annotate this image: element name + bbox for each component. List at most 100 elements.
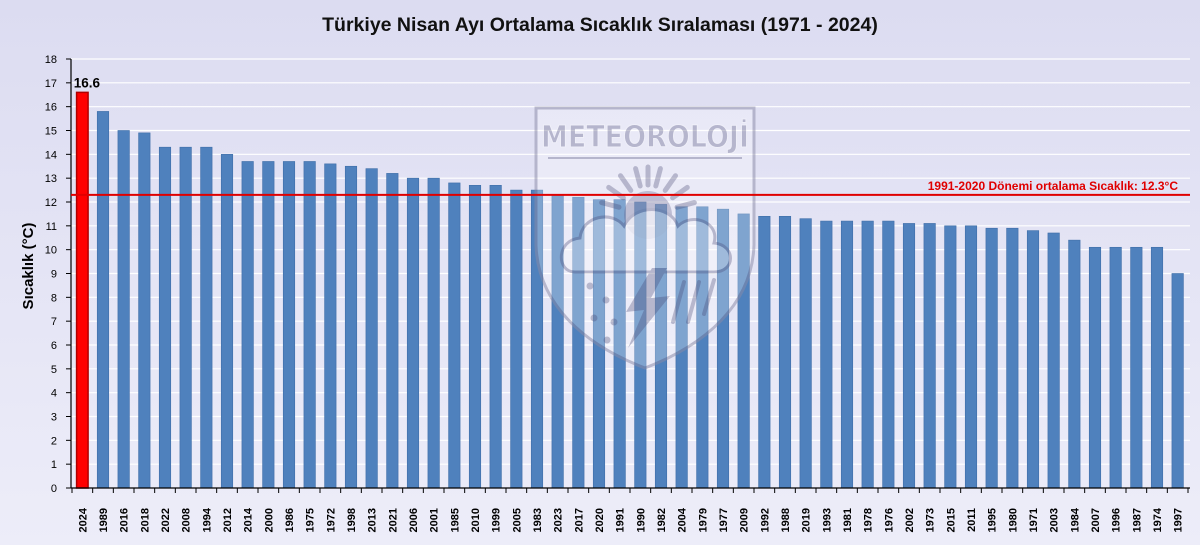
bar-1973 (923, 223, 936, 489)
x-tick-label: 1994 (201, 507, 213, 532)
chart-title: Türkiye Nisan Ayı Ortalama Sıcaklık Sıra… (322, 14, 878, 36)
x-tick-label: 2017 (573, 508, 585, 532)
bar-2024 (75, 91, 89, 489)
bar-2003 (1047, 232, 1060, 489)
x-tick-label: 1981 (842, 508, 854, 532)
x-tick-label: 1977 (718, 508, 730, 532)
x-tick-label: 1998 (346, 508, 358, 532)
x-tick-label: 2008 (181, 508, 193, 532)
x-tick-label: 1972 (325, 508, 337, 532)
bar-2000 (262, 161, 275, 489)
x-tick-label: 2024 (77, 507, 89, 532)
hail-icon (586, 282, 618, 344)
x-tick-label: 2016 (119, 508, 131, 532)
x-tick-label: 1999 (491, 508, 503, 532)
x-tick-label: 2022 (160, 508, 172, 532)
y-tick-label: 8 (51, 292, 57, 304)
bar-2001 (427, 177, 440, 489)
y-tick-label: 4 (51, 388, 57, 400)
x-tick-label: 2014 (243, 507, 255, 532)
bar-2013 (365, 168, 378, 489)
x-tick-label: 1976 (883, 508, 895, 532)
bar-1998 (344, 165, 358, 489)
x-tick-label: 1988 (780, 508, 792, 532)
x-tick-label: 2015 (945, 508, 957, 532)
logo-text: METEOROLOJİ (541, 119, 749, 155)
bar-1972 (324, 163, 337, 489)
x-tick-label: 2012 (222, 508, 234, 532)
bar-1985 (448, 182, 461, 489)
x-tick-label: 2021 (387, 508, 399, 532)
x-tick-label: 2001 (429, 508, 441, 532)
x-tick-label: 1991 (615, 508, 627, 532)
bar-1971 (1026, 230, 1040, 489)
bar-1987 (1130, 246, 1143, 489)
y-tick-label: 1 (51, 459, 57, 471)
y-tick-label: 14 (45, 149, 57, 161)
x-tick-label: 1997 (1173, 508, 1185, 532)
bar-2006 (406, 177, 420, 489)
bar-2011 (964, 225, 978, 489)
x-tick-label: 1993 (821, 508, 833, 532)
bar-1978 (861, 220, 874, 489)
highlight-data-label: 16.6 (74, 75, 101, 90)
x-tick-label: 2002 (904, 508, 916, 532)
bar-1993 (820, 220, 833, 489)
x-tick-label: 2013 (367, 508, 379, 532)
y-tick-label: 16 (45, 102, 57, 114)
lightning-icon (626, 268, 670, 348)
cloud-icon (559, 208, 732, 274)
bar-1995 (985, 227, 998, 489)
bar-2015 (944, 225, 957, 489)
y-tick-label: 3 (51, 412, 57, 424)
y-tick-label: 5 (51, 364, 57, 376)
bar-1992 (758, 216, 771, 489)
x-tick-label: 1995 (987, 508, 999, 532)
x-tick-label: 2019 (801, 508, 813, 532)
x-tick-label: 1973 (925, 508, 937, 532)
x-tick-label: 1978 (863, 508, 875, 532)
bar-2014 (241, 161, 254, 489)
y-tick-label: 2 (51, 435, 57, 447)
rain-icon (671, 278, 716, 324)
y-tick-label: 11 (46, 221, 57, 233)
bar-2018 (138, 132, 151, 489)
x-tick-label: 1974 (1152, 507, 1164, 532)
x-tick-label: 2009 (739, 508, 751, 532)
y-tick-label: 13 (45, 173, 57, 185)
x-tick-label: 2020 (594, 508, 606, 532)
bar-2019 (799, 218, 812, 489)
axes (66, 58, 1190, 493)
x-tick-label: 2011 (966, 508, 978, 532)
y-tick-label: 7 (51, 316, 57, 328)
y-tick-label: 0 (51, 483, 57, 495)
x-tick-label: 1985 (449, 508, 461, 532)
bar-1975 (303, 161, 316, 489)
y-tick-label: 9 (51, 269, 57, 281)
x-tick-label: 1987 (1131, 508, 1143, 532)
meteoroloji-logo-watermark: METEOROLOJİ (534, 106, 756, 370)
bar-1996 (1109, 246, 1122, 489)
x-tick-label: 1983 (532, 508, 544, 532)
bar-1980 (1006, 227, 1019, 489)
x-tick-label: 1979 (697, 508, 709, 532)
reference-line-label: 1991-2020 Dönemi ortalama Sıcaklık: 12.3… (928, 179, 1179, 193)
x-tick-label: 1984 (1069, 507, 1081, 532)
y-tick-label: 17 (45, 78, 57, 90)
bar-1974 (1150, 246, 1164, 489)
bar-1997 (1171, 273, 1184, 489)
y-axis-label: Sıcaklık (°C) (20, 223, 37, 310)
x-tick-label: 1989 (98, 508, 110, 532)
x-tick-label: 2023 (553, 508, 565, 532)
x-tick-label: 2004 (677, 507, 689, 532)
x-tick-label: 2010 (470, 508, 482, 532)
bar-2021 (386, 173, 399, 489)
x-tick-label: 1990 (635, 508, 647, 532)
x-tick-label: 2005 (511, 508, 523, 532)
bar-2005 (510, 189, 523, 489)
x-tick-label: 1982 (656, 508, 668, 532)
x-tick-label: 2000 (263, 508, 275, 532)
bar-2002 (902, 223, 916, 489)
